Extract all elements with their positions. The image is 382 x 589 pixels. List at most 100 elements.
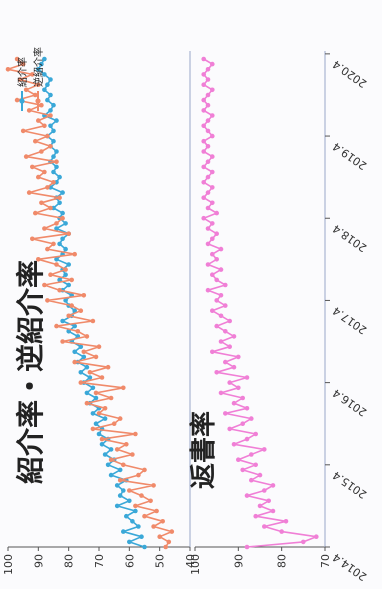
chart2-series-0-point xyxy=(253,431,258,437)
chart1-series-0-point xyxy=(51,138,56,144)
chart1-series-0-point xyxy=(84,364,90,370)
chart2-series-0-point xyxy=(201,108,206,113)
chart-reply-rate: 返書率 70 80 90 100 xyxy=(188,51,332,575)
chart1-series-0-point xyxy=(96,431,102,437)
chart2-series-0-point xyxy=(205,190,211,195)
chart1-series-1-point xyxy=(26,108,32,113)
chart2-series-0-point xyxy=(201,149,206,154)
chart1-series-0-point xyxy=(54,149,59,154)
chart1-y-tick-label: 70 xyxy=(93,554,106,568)
chart1-series-0-point xyxy=(93,395,99,401)
chart1-series-1-point xyxy=(166,539,172,545)
chart2-series-0-point xyxy=(227,426,232,432)
chart1-series-0-point xyxy=(42,87,47,93)
chart2-series-0-point xyxy=(223,411,228,416)
chart1-series-1-point xyxy=(157,534,162,539)
chart1-series-0-point xyxy=(57,200,62,206)
chart2-series-0-point xyxy=(223,328,228,334)
chart1-series-1-point xyxy=(48,272,53,277)
chart1-series-1-point xyxy=(121,462,126,468)
chart1-y-tick-label: 60 xyxy=(123,554,136,568)
chart1-y-tick-label: 90 xyxy=(32,554,45,568)
chart1-series-1-point xyxy=(66,231,71,236)
chart1-series-1-point xyxy=(108,395,114,401)
chart1-series-0-point xyxy=(72,308,77,313)
chart1-series-1-point xyxy=(48,143,53,149)
chart1-series-1-point xyxy=(151,483,156,488)
chart1-series-1-point xyxy=(45,298,50,303)
chart1-series-0-point xyxy=(48,92,53,98)
chart1-series-1-point xyxy=(151,524,156,529)
chart-referral-rates: 紹介率・逆紹介率 40 50 60 70 80 90 100 紹介率 逆紹介率 xyxy=(2,47,197,575)
chart2-series-0-point xyxy=(314,534,319,539)
chart2-series-0-point xyxy=(227,344,232,349)
chart2-y-tick-label: 70 xyxy=(319,554,332,568)
chart2-series-0-point xyxy=(231,334,237,339)
chart1-series-1-point xyxy=(142,513,147,519)
chart2-series-0-point xyxy=(262,447,267,452)
chart1-series-0-point xyxy=(51,154,56,159)
chart1-series-1-point xyxy=(136,472,141,478)
chart1-series-1-point xyxy=(148,498,153,504)
chart1-series-0-point xyxy=(127,498,132,504)
chart2-series-0-point xyxy=(205,262,211,267)
chart1-series-1-point xyxy=(39,200,44,206)
chart1-y-tick-label: 100 xyxy=(2,554,15,575)
chart1-series-0-point xyxy=(142,544,147,550)
chart1-series-1-point xyxy=(36,174,41,180)
chart1-series-0-point xyxy=(60,210,65,216)
chart1-series-1-point xyxy=(51,179,56,185)
chart2-series-0-point xyxy=(201,82,206,87)
chart1-series-0-point xyxy=(105,462,111,468)
chart1-series-1-point xyxy=(133,431,138,437)
chart1-series-1-point xyxy=(81,349,87,355)
chart2-series-0-point xyxy=(210,251,215,257)
chart1-title: 紹介率・逆紹介率 xyxy=(14,260,47,484)
chart1-series-0-point xyxy=(36,66,41,72)
chart1-series-0-point xyxy=(130,519,135,524)
chart1-series-1-point xyxy=(54,159,59,164)
chart2-series-0-point xyxy=(210,133,215,139)
chart1-series-0-point xyxy=(60,236,65,242)
chart1-series-1-point xyxy=(33,210,38,216)
chart1-series-0-point xyxy=(45,97,50,103)
chart1-series-1-point xyxy=(160,519,165,524)
chart2-series-0-point xyxy=(210,200,215,206)
chart1-series-1-point xyxy=(69,303,74,308)
chart1-series-0-point xyxy=(57,174,62,180)
chart2-series-0-point xyxy=(205,287,211,293)
chart1-series-0-point xyxy=(84,390,90,396)
chart2-series-0-point xyxy=(214,277,219,283)
chart1-series-0-point xyxy=(78,344,84,349)
x-tick-label: 2014.4 xyxy=(330,551,369,584)
chart1-y-tick-label: 50 xyxy=(154,554,167,568)
chart2-series-0-point xyxy=(253,462,258,468)
chart1-series-1-point xyxy=(30,236,35,242)
chart1-series-1-point xyxy=(63,267,68,272)
chart2-series-0-point xyxy=(210,236,215,242)
chart1-series-0-point xyxy=(54,164,59,170)
chart1-series-0-point xyxy=(42,72,47,77)
chart1-series-0-point xyxy=(124,513,129,519)
chart2-series-0-point xyxy=(210,308,215,313)
chart2-series-0-point xyxy=(244,436,250,442)
chart2-y-tick-label: 80 xyxy=(276,554,289,568)
chart2-series-0-point xyxy=(257,472,263,478)
chart1-series-0-point xyxy=(102,452,108,457)
chart1-series-0-point xyxy=(63,272,68,277)
chart1-series-0-point xyxy=(54,256,59,262)
chart2-series-0-point xyxy=(257,503,263,509)
chart2-series-0-point xyxy=(244,544,250,550)
chart2-series-0-point xyxy=(201,72,206,77)
chart2-series-0-point xyxy=(223,282,228,288)
chart2-series-0-point xyxy=(244,406,250,411)
chart1-series-1-point xyxy=(30,164,35,170)
chart1-series-1-point xyxy=(130,452,135,457)
chart1-series-1-point xyxy=(36,256,41,262)
chart1-series-0-point xyxy=(57,277,62,283)
chart2-series-0-point xyxy=(262,524,267,529)
chart1-series-0-point xyxy=(136,524,141,529)
chart1-series-0-point xyxy=(72,323,77,329)
chart1-series-1-point xyxy=(60,215,65,221)
chart2-series-0-point xyxy=(262,488,267,493)
